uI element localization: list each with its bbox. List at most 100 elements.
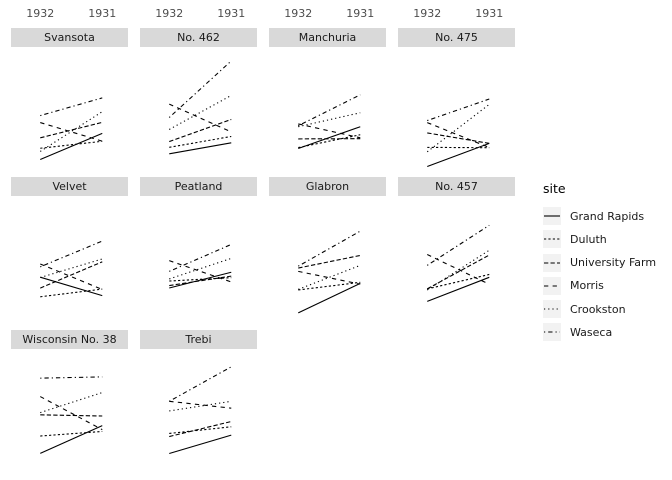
linetype-key-icon [543, 300, 561, 319]
series-line-university-farm [426, 254, 490, 290]
facet-strip: No. 457 [398, 177, 515, 196]
linetype-key-icon [543, 253, 561, 272]
legend-label: Grand Rapids [570, 209, 645, 223]
facet-panel-plot [297, 230, 361, 314]
legend-entry-university-farm: University Farm [543, 253, 668, 272]
series-line-grand-rapids [298, 126, 361, 149]
series-line-grand-rapids [427, 276, 490, 302]
series-line-crookston [40, 392, 103, 414]
facet-strip-label: Velvet [52, 180, 87, 193]
series-line-university-farm [298, 254, 361, 269]
series-line-waseca [298, 94, 361, 127]
series-line-duluth [298, 134, 361, 149]
facet-strip-label: No. 457 [435, 180, 478, 193]
series-line-university-farm [427, 132, 490, 144]
facet-glabron: Glabron [269, 177, 386, 323]
series-line-grand-rapids [169, 434, 232, 454]
series-line-morris [298, 270, 361, 285]
series-line-waseca [40, 240, 103, 268]
facet-strip-label: Peatland [174, 180, 223, 193]
axis-year-label-1932: 1932 [155, 7, 184, 20]
facet-no-462: No. 462 [140, 28, 257, 174]
legend-entry-morris: Morris [543, 276, 668, 295]
series-line-duluth [169, 426, 232, 435]
series-line-university-farm [169, 420, 232, 438]
linetype-key-icon [543, 323, 561, 342]
facet-strip-label: Svansota [44, 31, 95, 44]
series-line-waseca [40, 97, 103, 117]
axis-year-label-1931: 1931 [475, 7, 504, 20]
facet-strip: Manchuria [269, 28, 386, 47]
facet-panel-plot [298, 94, 361, 149]
facet-panel-plot [168, 60, 232, 155]
legend-label: Morris [570, 279, 604, 293]
series-line-duluth [40, 140, 103, 149]
facet-panel-plot [426, 98, 490, 168]
facet-strip-label: No. 475 [435, 31, 478, 44]
facet-peatland: Peatland [140, 177, 257, 323]
facet-strip-label: No. 462 [177, 31, 220, 44]
series-line-morris [169, 400, 232, 409]
series-line-waseca [297, 230, 361, 267]
facet-strip: Glabron [269, 177, 386, 196]
legend-entry-waseca: Waseca [543, 323, 668, 342]
series-line-university-farm [40, 121, 103, 139]
legend-label: Duluth [570, 232, 607, 246]
series-line-waseca [169, 243, 232, 272]
legend-label: Waseca [570, 325, 613, 339]
series-line-grand-rapids [40, 425, 103, 454]
linetype-key-icon [543, 207, 561, 225]
facet-strip: Wisconsin No. 38 [11, 330, 128, 349]
legend-entry-crookston: Crookston [543, 300, 668, 319]
axis-year-label-1932: 1932 [26, 7, 55, 20]
facet-strip: Trebi [140, 330, 257, 349]
legend-title: site [543, 181, 566, 196]
series-line-morris [427, 254, 490, 285]
facet-panel-plot [169, 243, 232, 289]
facet-panel-plot [40, 240, 103, 298]
series-line-crookston [169, 257, 232, 280]
legend-entry-grand-rapids: Grand Rapids [543, 207, 668, 225]
facet-velvet: Velvet [11, 177, 128, 323]
series-line-duluth [427, 273, 490, 290]
series-line-waseca [426, 224, 490, 266]
series-line-morris [427, 122, 490, 149]
series-line-university-farm [40, 261, 103, 289]
facet-strip: No. 475 [398, 28, 515, 47]
facet-strip: Velvet [11, 177, 128, 196]
facet-panel-plot [426, 224, 490, 302]
series-line-morris [39, 396, 103, 431]
series-line-duluth [298, 281, 361, 291]
series-line-waseca [40, 376, 103, 379]
axis-year-label-1931: 1931 [346, 7, 375, 20]
facet-strip: Peatland [140, 177, 257, 196]
legend-label: University Farm [570, 256, 657, 270]
series-line-grand-rapids [427, 142, 490, 168]
series-line-crookston [426, 103, 490, 153]
linetype-key-icon [543, 276, 561, 295]
series-line-morris [169, 260, 232, 283]
legend-label: Crookston [570, 302, 626, 316]
series-line-duluth [169, 277, 232, 282]
axis-year-label-1932: 1932 [413, 7, 442, 20]
facet-strip-label: Wisconsin No. 38 [22, 333, 117, 346]
series-line-morris [40, 263, 103, 290]
series-line-morris [298, 123, 361, 139]
series-line-crookston [298, 112, 361, 128]
series-line-grand-rapids [40, 276, 103, 297]
series-line-crookston [39, 111, 103, 152]
facet-strip-label: Trebi [185, 333, 212, 346]
series-line-university-farm [169, 118, 232, 143]
series-line-crookston [298, 264, 361, 290]
axis-year-label-1932: 1932 [284, 7, 313, 20]
series-line-waseca [168, 366, 232, 402]
series-line-duluth [169, 135, 232, 148]
facet-strip: No. 462 [140, 28, 257, 47]
series-line-grand-rapids [298, 282, 361, 314]
facet-panel-plot [39, 97, 103, 161]
axis-year-label-1931: 1931 [217, 7, 246, 20]
series-line-morris [40, 122, 103, 142]
facet-manchuria: Manchuria [269, 28, 386, 174]
facet-wisconsin-no-38: Wisconsin No. 38 [11, 330, 128, 476]
